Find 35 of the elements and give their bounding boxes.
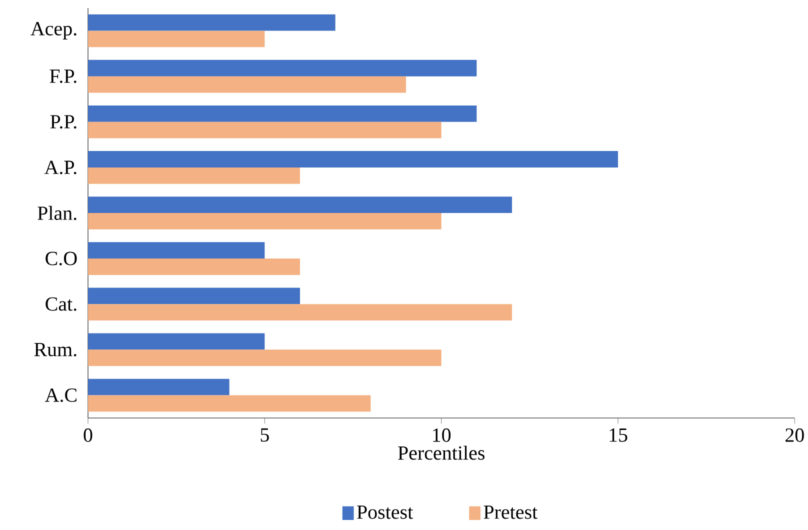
bar [88, 288, 300, 304]
y-tick-label: Rum. [34, 342, 76, 356]
x-tick-label: 10 [433, 428, 451, 442]
bar [88, 105, 477, 122]
y-tick-label: Plan. [38, 206, 76, 220]
y-tick-label: P.P. [50, 115, 76, 129]
bar [88, 212, 442, 230]
bar [88, 304, 512, 321]
x-tick-label: 5 [260, 428, 269, 442]
bar [88, 333, 265, 350]
y-tick-label: F.P. [50, 70, 76, 84]
y-tick-label: A.C [45, 388, 76, 402]
bar [88, 122, 442, 138]
bar [88, 258, 300, 275]
x-tick-label: 20 [786, 428, 804, 442]
bar [88, 60, 477, 76]
bar [88, 196, 512, 213]
x-tick-label: 0 [84, 428, 92, 442]
bar [88, 350, 442, 366]
bar [88, 30, 265, 48]
bar [88, 76, 406, 93]
y-tick-label: C.O [46, 252, 77, 266]
legend-label: Pretest [484, 506, 538, 519]
bar [88, 167, 300, 184]
bar [88, 14, 336, 31]
bar [88, 395, 371, 412]
bar [88, 378, 230, 396]
x-axis-title: Percentiles [398, 446, 484, 460]
bar [88, 242, 265, 259]
y-tick-label: A.P. [44, 160, 76, 174]
x-tick-label: 15 [610, 428, 628, 442]
legend-label: Postest [357, 506, 413, 519]
bar [88, 151, 618, 168]
y-tick-label: Cat. [46, 297, 76, 311]
y-tick-label: Acep. [30, 22, 76, 40]
